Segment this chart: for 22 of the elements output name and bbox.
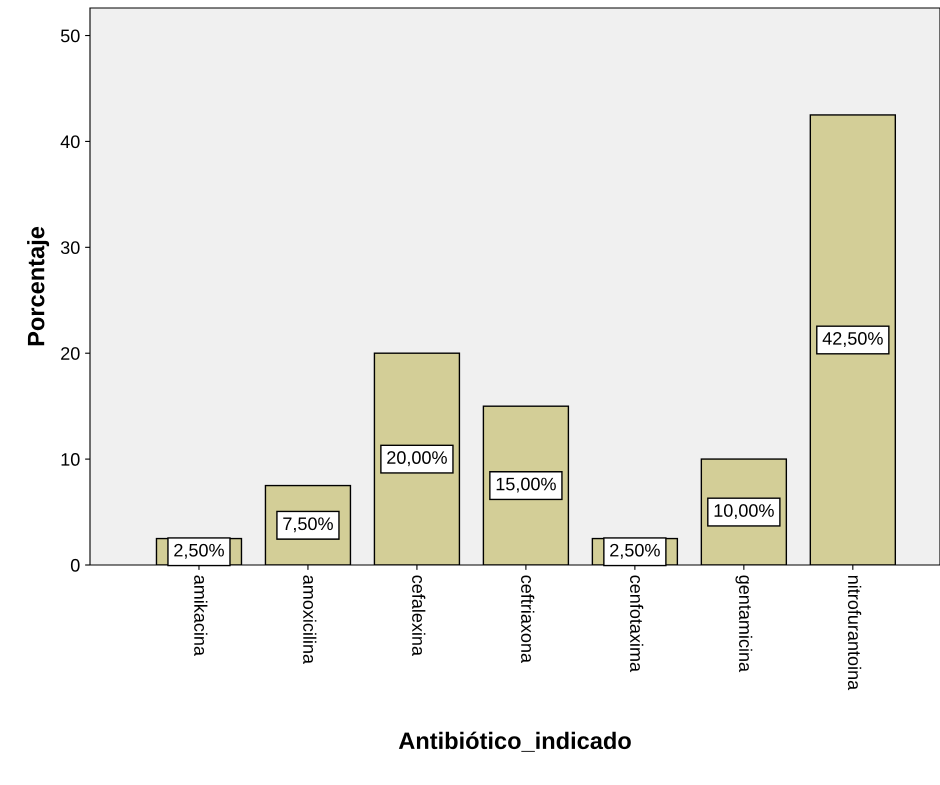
x-tick-label: cenfotaxima: [630, 575, 644, 672]
x-tick-label: amikacina: [194, 575, 208, 656]
data-label: 2,50%: [174, 544, 224, 559]
x-axis-title: Antibiótico_indicado: [398, 732, 631, 752]
data-label: 7,50%: [283, 517, 333, 532]
data-label: 15,00%: [496, 478, 556, 493]
x-tick-label: ceftriaxona: [521, 575, 534, 664]
data-label: 2,50%: [610, 544, 660, 559]
y-tick-label: 40: [60, 135, 80, 148]
x-tick-label: amoxicilina: [303, 575, 316, 664]
data-label: 42,50%: [822, 332, 883, 347]
y-tick-label: 10: [62, 453, 80, 466]
y-tick-label: 0: [70, 558, 80, 572]
x-tick-label: nitrofurantoina: [848, 576, 862, 690]
data-label: 10,00%: [714, 504, 774, 520]
x-tick-label: cefalexina: [412, 575, 426, 656]
data-label: 20,00%: [387, 451, 447, 466]
y-axis-title: Porcentaje: [27, 226, 50, 346]
x-tick-label: gentamicina: [735, 575, 752, 672]
y-tick-label: 20: [61, 347, 80, 360]
y-tick-label: 50: [60, 29, 80, 42]
y-tick-label: 30: [60, 241, 80, 254]
